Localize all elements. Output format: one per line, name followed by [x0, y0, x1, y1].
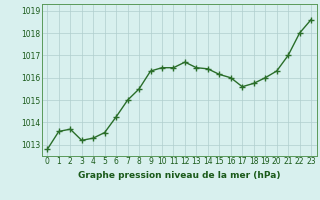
X-axis label: Graphe pression niveau de la mer (hPa): Graphe pression niveau de la mer (hPa) — [78, 171, 280, 180]
